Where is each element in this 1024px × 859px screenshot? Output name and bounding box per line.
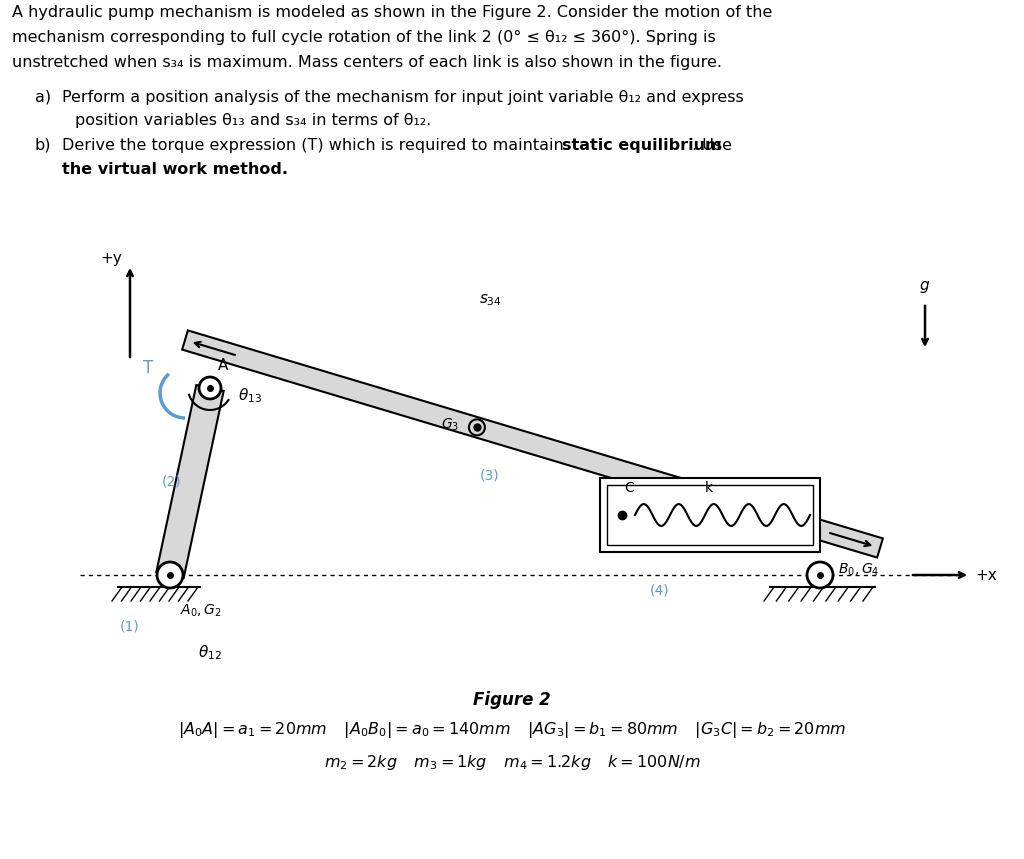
Text: Perform a position analysis of the mechanism for input joint variable θ₁₂ and ex: Perform a position analysis of the mecha… [62,90,743,105]
Text: $g$: $g$ [920,279,931,295]
Circle shape [807,562,833,588]
Text: unstretched when s₃₄ is maximum. Mass centers of each link is also shown in the : unstretched when s₃₄ is maximum. Mass ce… [12,55,722,70]
Circle shape [157,562,183,588]
Text: (4): (4) [650,583,670,597]
Text: A hydraulic pump mechanism is modeled as shown in the Figure 2. Consider the mot: A hydraulic pump mechanism is modeled as… [12,5,772,20]
Text: C: C [624,481,634,495]
Text: $|A_0A| = a_1 = 20mm$$\;\;\;\;|A_0B_0| = a_0 = 140mm$$\;\;\;\;|AG_3| = b_1 = 80m: $|A_0A| = a_1 = 20mm$$\;\;\;\;|A_0B_0| =… [178,720,846,740]
Text: b): b) [35,138,51,153]
Text: $\theta_{12}$: $\theta_{12}$ [198,643,222,662]
Text: k: k [705,481,713,495]
Text: a): a) [35,90,51,105]
Text: . Use: . Use [692,138,732,153]
Text: A: A [218,358,228,374]
Text: T: T [143,359,154,377]
Text: Derive the torque expression (T) which is required to maintain: Derive the torque expression (T) which i… [62,138,569,153]
Text: position variables θ₁₃ and s₃₄ in terms of θ₁₂.: position variables θ₁₃ and s₃₄ in terms … [75,113,431,128]
Text: mechanism corresponding to full cycle rotation of the link 2 (0° ≤ θ₁₂ ≤ 360°). : mechanism corresponding to full cycle ro… [12,30,716,45]
Text: $s_{34}$: $s_{34}$ [478,292,502,308]
Circle shape [199,377,221,399]
Polygon shape [157,385,223,578]
Text: $A_0,G_2$: $A_0,G_2$ [180,603,222,619]
Polygon shape [182,331,883,557]
Text: static equilibrium: static equilibrium [562,138,722,153]
Text: $m_2 = 2kg\;\;\;\;m_3 = 1kg\;\;\;\;m_4 = 1.2kg\;\;\;\;k = 100N/m$: $m_2 = 2kg\;\;\;\;m_3 = 1kg\;\;\;\;m_4 =… [324,752,700,771]
Text: (1): (1) [120,620,140,634]
Text: +y: +y [100,251,122,265]
Text: +x: +x [975,568,996,582]
Polygon shape [600,478,820,552]
Text: $B_0, G_4$: $B_0, G_4$ [838,562,880,578]
Polygon shape [607,485,813,545]
Text: $\theta_{13}$: $\theta_{13}$ [238,387,262,405]
Text: (2): (2) [162,474,182,489]
Text: $G_3$: $G_3$ [440,416,459,433]
Text: Figure 2: Figure 2 [473,691,551,709]
Text: (3): (3) [480,468,500,483]
Text: the virtual work method.: the virtual work method. [62,162,288,177]
